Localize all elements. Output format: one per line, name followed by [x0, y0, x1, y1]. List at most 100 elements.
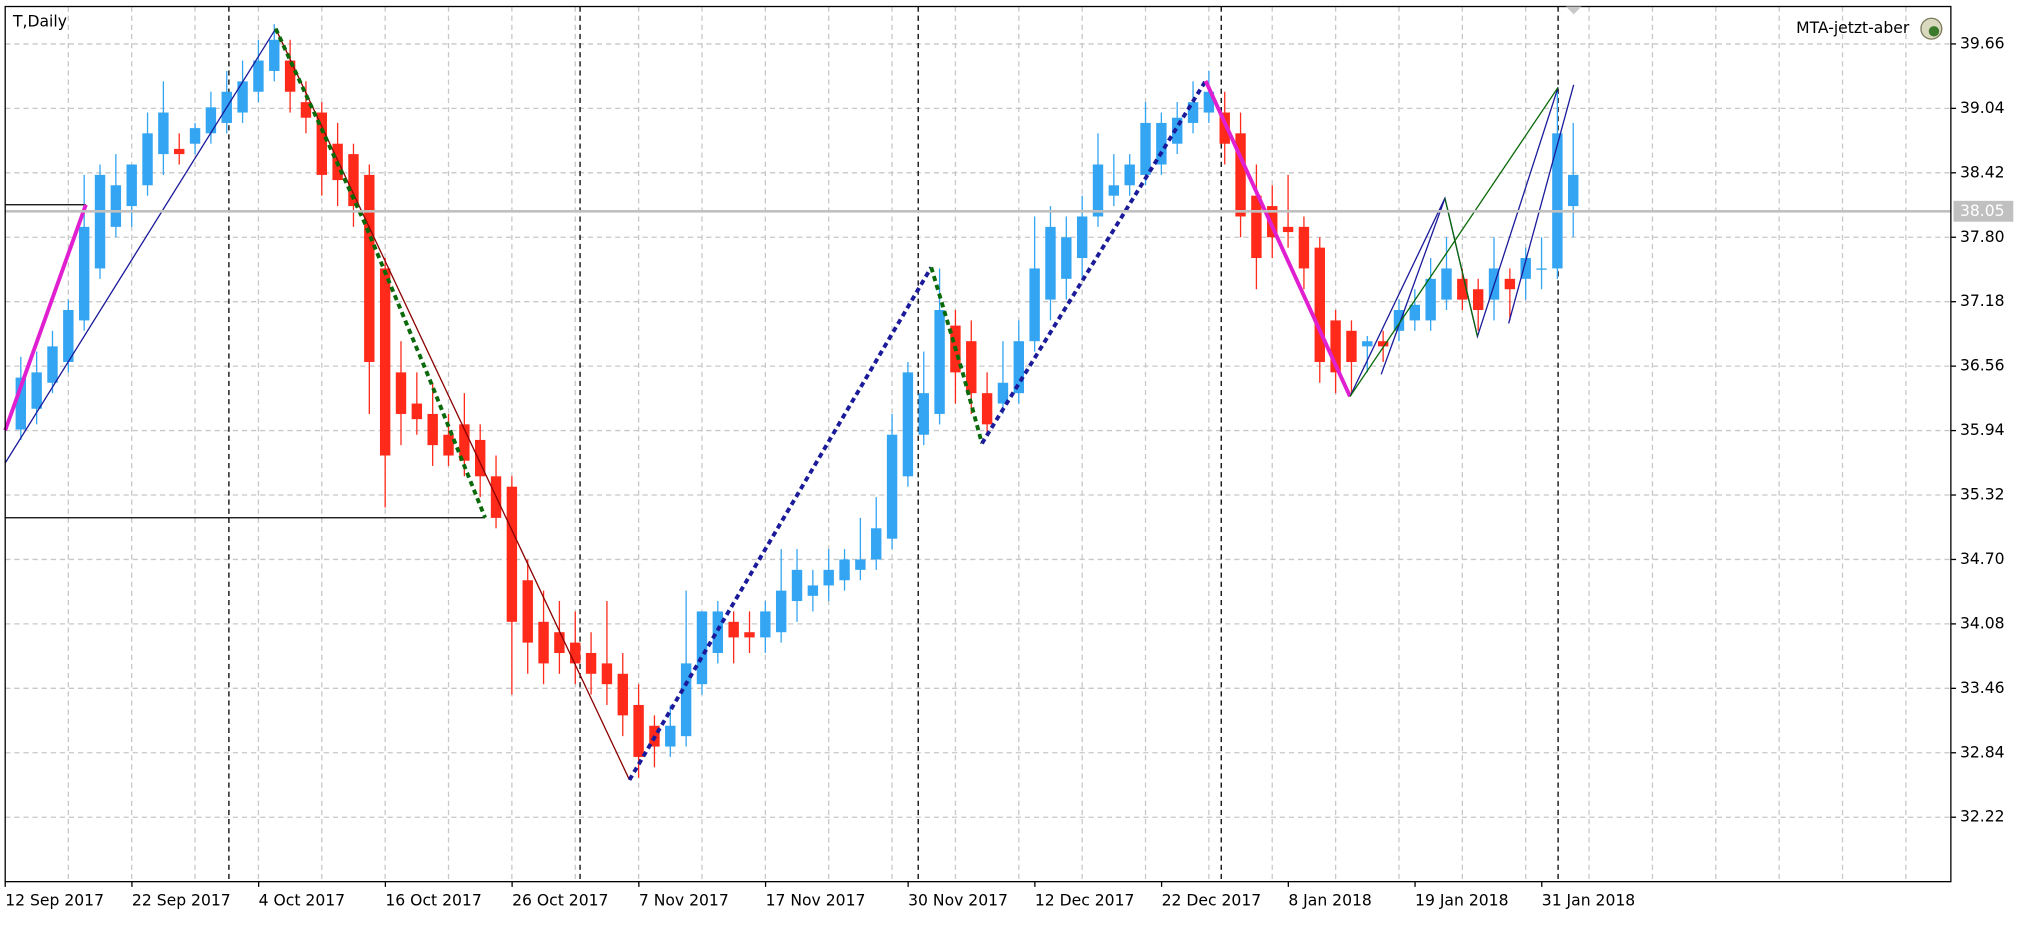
bull-body — [1124, 164, 1135, 186]
zigzag — [273, 27, 487, 519]
trend-line — [4, 28, 277, 464]
y-tick-label: 39.66 — [1960, 34, 2005, 52]
bear-body — [316, 112, 327, 175]
bear-body — [522, 580, 533, 643]
bull-body — [696, 611, 708, 685]
bear-body — [300, 102, 312, 118]
zigzag — [1203, 80, 1352, 398]
bull-body — [1393, 310, 1405, 331]
bull-body — [1013, 341, 1024, 394]
bull-body — [1045, 226, 1056, 300]
bull-body — [189, 128, 201, 144]
x-tick-label: 16 Oct 2017 — [385, 892, 481, 910]
bull-body — [997, 382, 1009, 404]
bear-body — [617, 673, 628, 716]
bull-body — [886, 434, 898, 539]
y-tick-label: 35.94 — [1960, 421, 2005, 439]
bear-body — [459, 424, 470, 461]
bear-body — [966, 341, 977, 394]
x-tick-label: 19 Jan 2018 — [1415, 892, 1508, 910]
zigzag — [1380, 198, 1446, 375]
bear-body — [1267, 206, 1278, 238]
bear-body — [1472, 289, 1484, 311]
bull-body — [918, 393, 929, 435]
y-tick-label: 35.32 — [1960, 486, 2005, 504]
bear-body — [633, 704, 644, 757]
bull-body — [712, 611, 724, 653]
bull-body — [1092, 164, 1104, 217]
bull-body — [1061, 237, 1072, 279]
grid — [5, 6, 1951, 882]
zigzag — [3, 204, 88, 432]
bull-body — [1156, 122, 1167, 165]
plot-border — [4, 5, 1952, 883]
zigzag — [980, 79, 1208, 445]
bull-body — [855, 559, 866, 570]
bear-body — [1504, 278, 1516, 290]
y-tick-label: 34.08 — [1960, 614, 2005, 632]
bull-body — [1203, 91, 1215, 113]
shift-marker — [1565, 6, 1582, 15]
bull-body — [1029, 268, 1040, 342]
x-tick-label: 22 Dec 2017 — [1162, 892, 1262, 910]
bear-body — [395, 372, 407, 414]
bull-body — [126, 164, 137, 207]
bear-body — [1457, 278, 1468, 300]
y-tick-label: 32.84 — [1960, 743, 2005, 761]
bull-body — [78, 226, 90, 321]
bear-body — [1346, 330, 1357, 362]
bull-body — [807, 585, 819, 596]
y-tick-label: 32.22 — [1960, 808, 2005, 826]
bull-body — [269, 39, 280, 71]
bear-body — [427, 413, 438, 446]
zigzag — [1444, 198, 1479, 337]
bear-body — [538, 621, 549, 664]
bull-body — [1568, 174, 1579, 207]
chart-title: T,Daily — [12, 13, 67, 31]
bear-body — [174, 148, 185, 155]
bull-body — [47, 346, 58, 383]
bull-body — [142, 133, 153, 186]
bull-body — [1425, 278, 1436, 321]
y-tick-label: 38.42 — [1960, 163, 2005, 181]
bear-body — [1298, 226, 1310, 269]
bull-body — [791, 569, 803, 602]
bull-body — [823, 569, 834, 586]
bear-body — [348, 154, 359, 207]
bull-body — [839, 559, 850, 581]
bear-body — [411, 403, 423, 420]
bear-body — [744, 632, 755, 638]
bull-body — [237, 81, 248, 113]
zigzag — [1349, 87, 1559, 397]
bull-body — [871, 528, 882, 560]
x-tick-label: 22 Sep 2017 — [132, 892, 231, 910]
bear-body — [284, 60, 296, 92]
bull-body — [94, 174, 106, 269]
bull-body — [1171, 117, 1183, 144]
bull-body — [158, 112, 169, 155]
x-tick-label: 17 Nov 2017 — [766, 892, 866, 910]
bull-body — [63, 310, 74, 362]
bull-body — [934, 310, 945, 414]
bear-body — [1314, 247, 1325, 362]
bull-body — [760, 611, 771, 638]
y-tick-label: 34.70 — [1960, 550, 2005, 568]
bear-body — [443, 434, 454, 456]
bull-body — [1076, 216, 1088, 259]
last-price-label: 38.05 — [1960, 202, 2005, 220]
x-tick-label: 8 Jan 2018 — [1288, 892, 1372, 910]
bull-body — [902, 372, 914, 477]
bull-body — [665, 725, 676, 747]
y-tick-label: 37.18 — [1960, 292, 2005, 310]
bull-body — [1108, 185, 1120, 196]
x-tick-label: 31 Jan 2018 — [1542, 892, 1635, 910]
x-tick-label: 26 Oct 2017 — [512, 892, 608, 910]
bull-body — [1520, 258, 1531, 279]
bull-body — [1536, 268, 1547, 270]
bull-body — [15, 377, 27, 430]
zigzag — [627, 266, 933, 781]
bull-body — [775, 590, 787, 633]
bull-body — [1362, 341, 1373, 347]
